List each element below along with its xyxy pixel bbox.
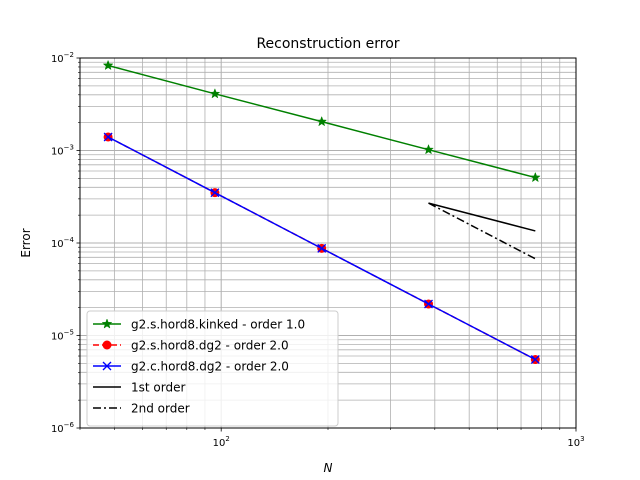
data-point [529,171,541,183]
y-tick-label: 10−6 [51,421,75,435]
series-line [428,202,536,260]
x-axis-label: N [324,461,333,475]
series-layer [102,59,541,365]
data-point [424,299,433,309]
data-point [103,132,113,142]
x-marker-stroke [102,361,112,371]
legend-box [86,310,339,427]
legend-label: g2.c.hord8.dg2 - order 2.0 [131,360,289,374]
x-marker-stroke [103,132,113,142]
data-point [316,115,328,127]
series-line [428,202,536,232]
y-axis-label: Error [19,228,33,257]
ticks: 102 103 10−6 10−5 10−4 10−3 10−2 [51,51,585,449]
y-tick-label: 10−3 [51,144,74,158]
x-marker-stroke [210,188,220,198]
x-tick-label: 102 [213,435,230,449]
data-point [423,143,434,155]
legend-entry: g2.s.hord8.dg2 - order 2.0 [93,339,289,353]
x-marker-stroke [530,355,540,364]
legend-marker [102,361,112,371]
series-1 [102,59,541,183]
data-point [209,88,221,99]
chart-title: Reconstruction error [256,36,399,52]
series-4 [428,202,536,232]
series-3 [103,132,540,364]
series-5 [428,202,536,260]
y-tick-label: 10−5 [51,329,74,343]
legend-label: 2nd order [131,402,190,416]
legend-marker [102,340,112,350]
y-tick-label: 10−4 [51,236,75,250]
data-point [102,59,114,71]
legend-entry: g2.c.hord8.dg2 - order 2.0 [93,360,289,374]
legend: g2.s.hord8.kinked - order 1.0 g2.s.hord8.… [86,310,339,427]
data-point [210,188,220,198]
legend-entry: 1st order [93,381,185,395]
y-tick-label: 10−2 [51,51,74,65]
legend-entry: 2nd order [93,402,190,416]
x-marker-stroke [317,243,327,253]
data-point [317,243,327,253]
legend-marker [101,318,113,329]
x-tick-label: 103 [567,435,584,449]
legend-entry: g2.s.hord8.kinked - order 1.0 [93,318,305,332]
legend-label: g2.s.hord8.dg2 - order 2.0 [131,339,289,353]
x-marker-stroke [424,299,433,309]
legend-label: 1st order [131,381,185,395]
legend-label: g2.s.hord8.kinked - order 1.0 [131,318,305,332]
data-point [530,355,540,364]
